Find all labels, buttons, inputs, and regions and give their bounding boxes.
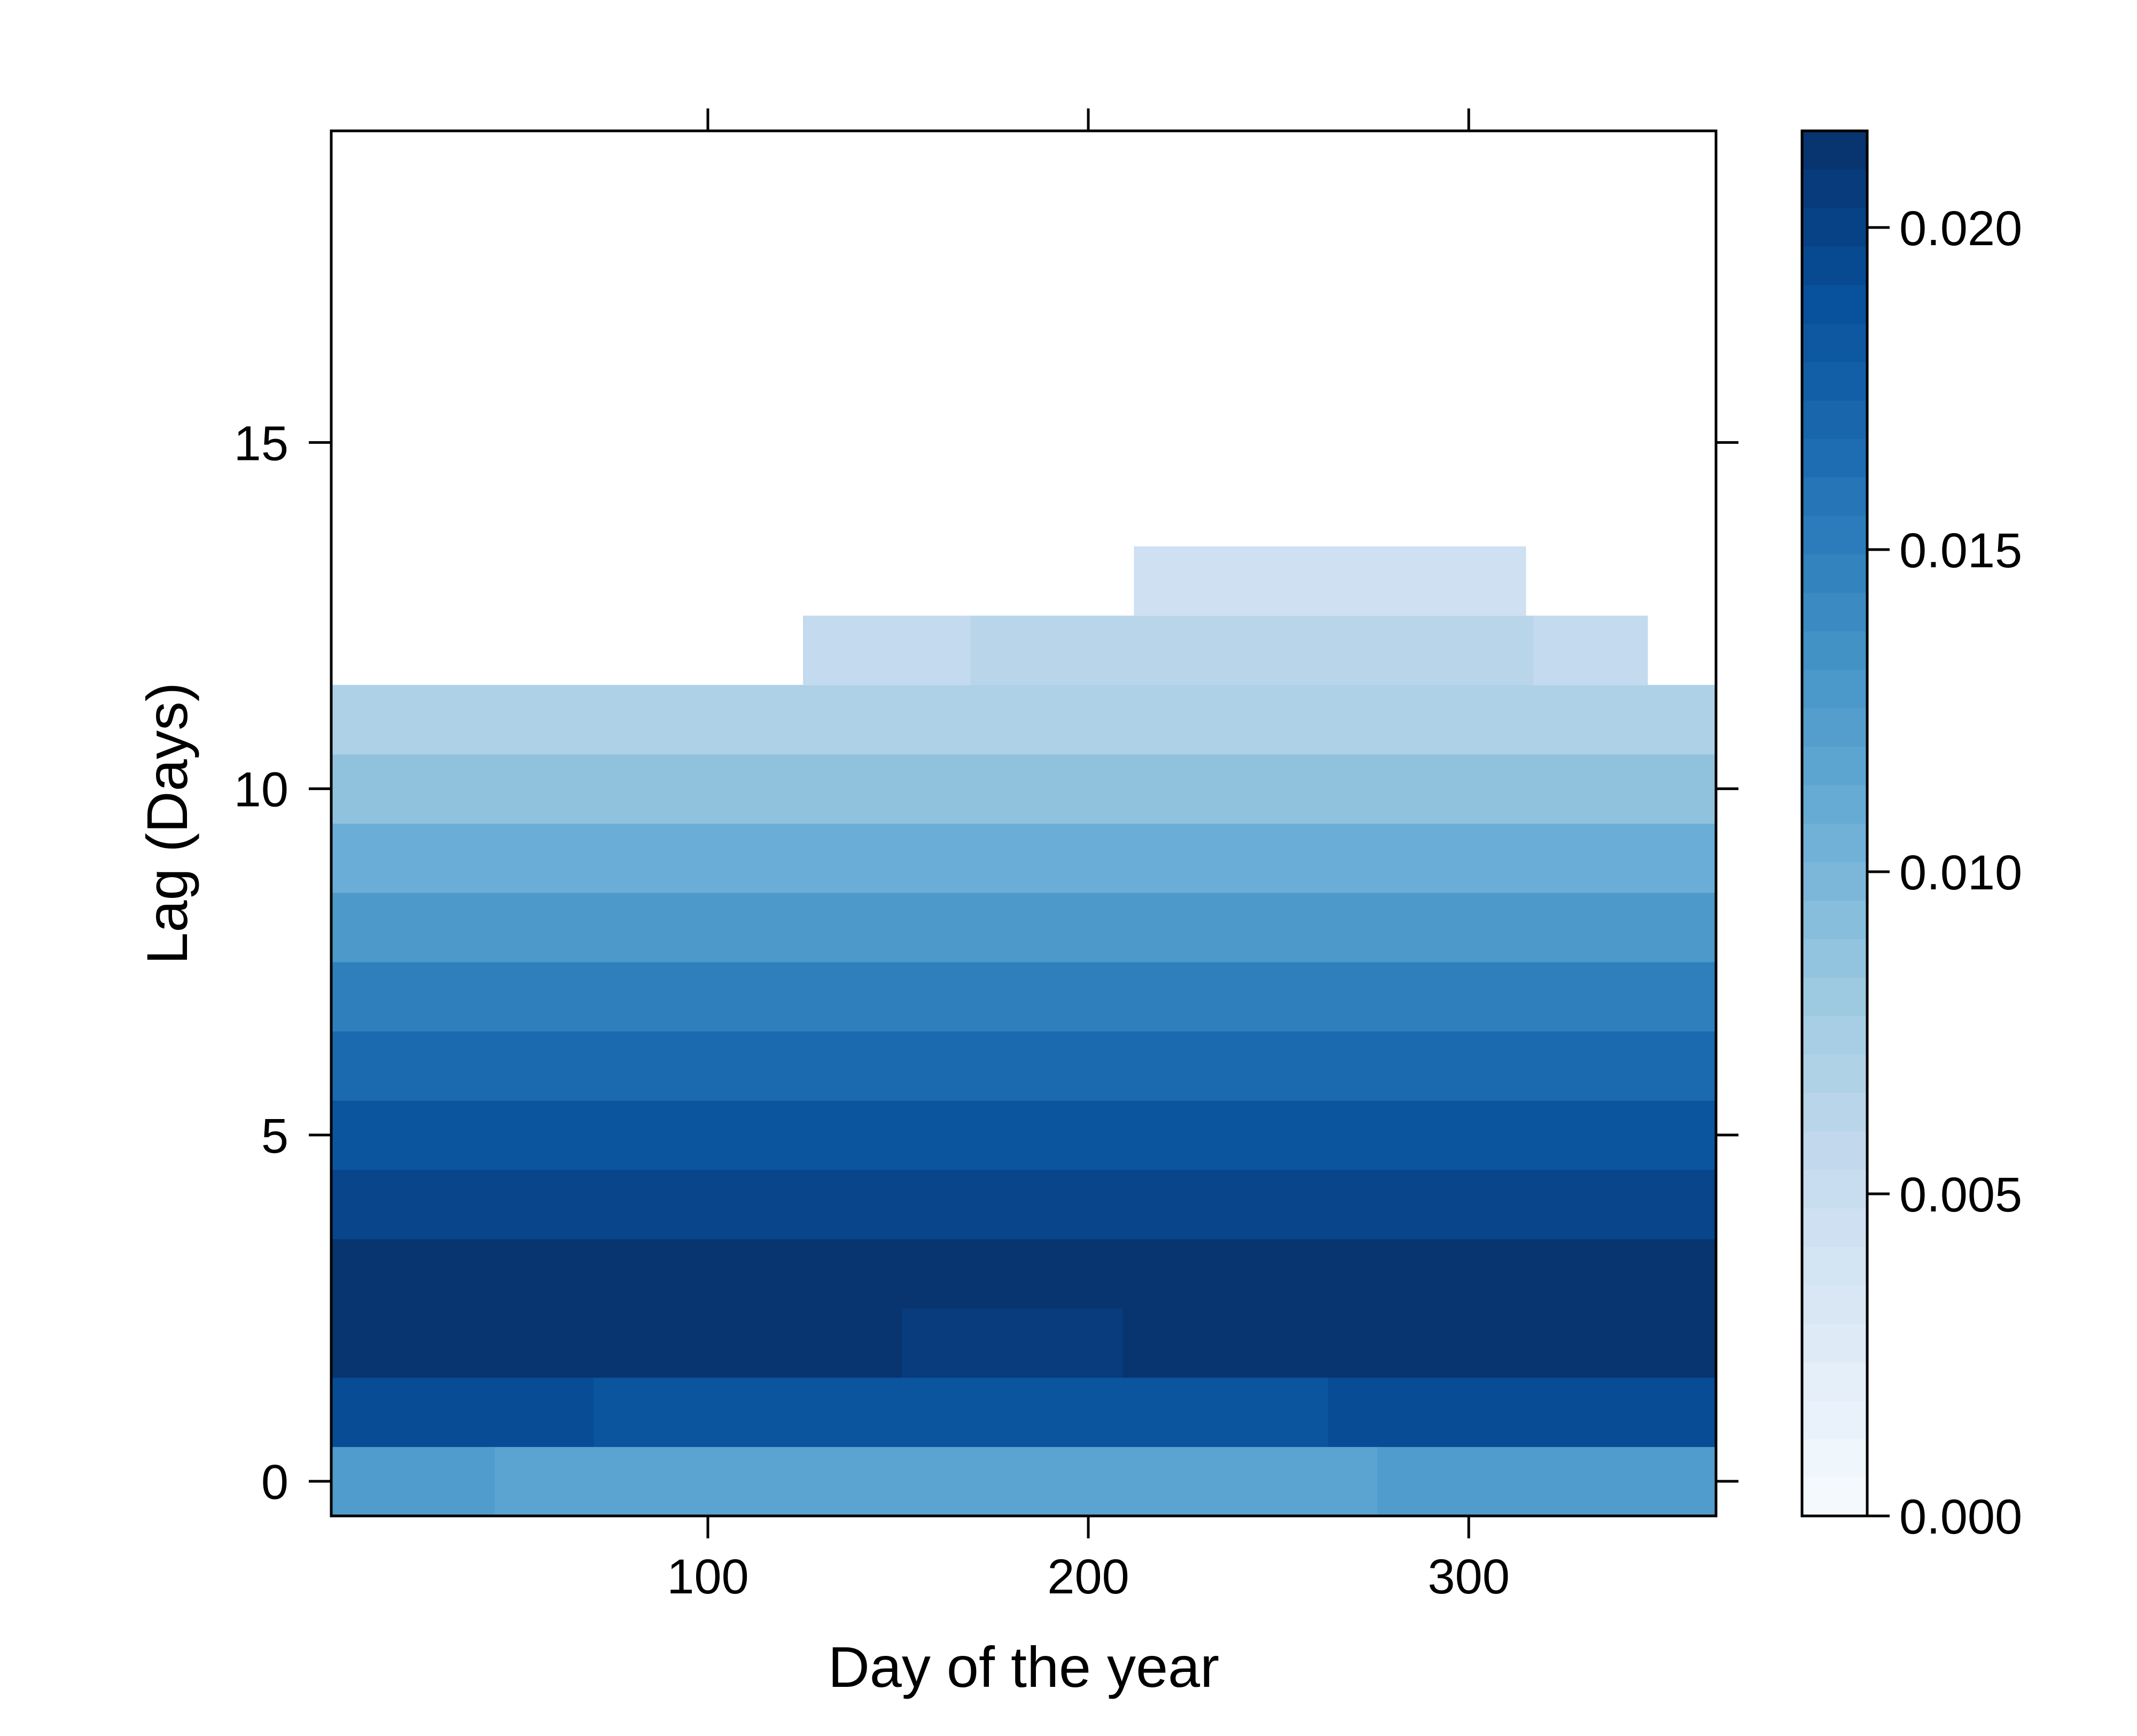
heatmap-cell — [902, 1308, 1123, 1378]
heatmap-cell — [331, 1377, 594, 1447]
heatmap-cell — [331, 1169, 1717, 1239]
colorbar-step — [1802, 1285, 1867, 1324]
x-tick-label: 300 — [1428, 1550, 1510, 1604]
colorbar: 0.000 0.005 0.010 0.015 0.020 — [1800, 129, 2022, 1544]
colorbar-step — [1802, 1208, 1867, 1247]
colorbar-step — [1802, 939, 1867, 978]
heatmap-cell — [331, 893, 1717, 963]
colorbar-step — [1802, 1131, 1867, 1170]
colorbar-step — [1802, 746, 1867, 786]
colorbar-step — [1802, 515, 1867, 554]
y-tick-label: 10 — [234, 763, 288, 817]
colorbar-step — [1802, 669, 1867, 709]
colorbar-tick-label: 0.005 — [1899, 1168, 2022, 1222]
colorbar-step — [1802, 1477, 1867, 1516]
colorbar-step — [1802, 554, 1867, 593]
colorbar-step — [1802, 1362, 1867, 1401]
y-tick-label: 5 — [261, 1109, 288, 1163]
x-tick-label: 200 — [1047, 1550, 1129, 1604]
colorbar-step — [1802, 977, 1867, 1016]
heatmap-cell — [1377, 1446, 1717, 1516]
heatmap-cell — [802, 615, 971, 685]
colorbar-step — [1802, 323, 1867, 362]
colorbar-step — [1802, 400, 1867, 439]
y-axis-title: Lag (Days) — [135, 682, 199, 964]
heatmap-cells — [331, 546, 1717, 1516]
colorbar-tick-label: 0.000 — [1899, 1490, 2022, 1544]
colorbar-step — [1802, 631, 1867, 670]
colorbar-step — [1802, 439, 1867, 478]
colorbar-step — [1802, 1015, 1867, 1055]
heatmap-cell — [331, 1308, 902, 1378]
colorbar-tick-label: 0.015 — [1899, 523, 2022, 578]
x-tick-label: 100 — [667, 1550, 749, 1604]
heatmap-cell — [331, 754, 1717, 824]
colorbar-step — [1802, 169, 1867, 208]
colorbar-step — [1802, 208, 1867, 247]
colorbar-step — [1802, 285, 1867, 324]
colorbar-frame — [1800, 129, 1869, 1518]
heatmap-cell — [1134, 546, 1526, 616]
colorbar-step — [1802, 785, 1867, 824]
colorbar-step — [1802, 477, 1867, 516]
colorbar-step — [1802, 246, 1867, 285]
colorbar-step — [1802, 1092, 1867, 1132]
heatmap-cell — [331, 685, 1717, 755]
colorbar-step — [1802, 1400, 1867, 1440]
heatmap-cell — [495, 1446, 1378, 1516]
x-axis: 100 200 300 — [667, 108, 1510, 1604]
heatmap-cell — [331, 1239, 1717, 1309]
heatmap-cell — [594, 1377, 1329, 1447]
y-tick-label: 0 — [261, 1455, 288, 1510]
y-axis: 0 5 10 15 — [234, 416, 1738, 1510]
heatmap-cell — [331, 1031, 1717, 1101]
colorbar-step — [1802, 1438, 1867, 1478]
heatmap-cell — [1122, 1308, 1717, 1378]
colorbar-step — [1802, 862, 1867, 901]
colorbar-step — [1802, 131, 1867, 170]
x-axis-title: Day of the year — [828, 1635, 1219, 1699]
heatmap-cell — [970, 615, 1534, 685]
plot-frame — [330, 129, 1718, 1518]
heatmap-cell — [331, 1100, 1717, 1170]
colorbar-step — [1802, 1054, 1867, 1093]
colorbar-step — [1802, 362, 1867, 401]
heatmap-cell — [1328, 1377, 1717, 1447]
heatmap-cell — [331, 1446, 495, 1516]
y-tick-label: 15 — [234, 416, 288, 471]
colorbar-step — [1802, 823, 1867, 863]
colorbar-step — [1802, 1323, 1867, 1363]
colorbar-step — [1802, 708, 1867, 747]
heatmap-cell — [331, 823, 1717, 893]
colorbar-step — [1802, 1246, 1867, 1286]
colorbar-step — [1802, 900, 1867, 940]
colorbar-tick-label: 0.010 — [1899, 846, 2022, 900]
heatmap-cell — [331, 961, 1717, 1032]
heatmap-cell — [1533, 615, 1648, 685]
colorbar-tick-label: 0.020 — [1899, 201, 2022, 256]
colorbar-step — [1802, 1169, 1867, 1209]
colorbar-step — [1802, 592, 1867, 631]
